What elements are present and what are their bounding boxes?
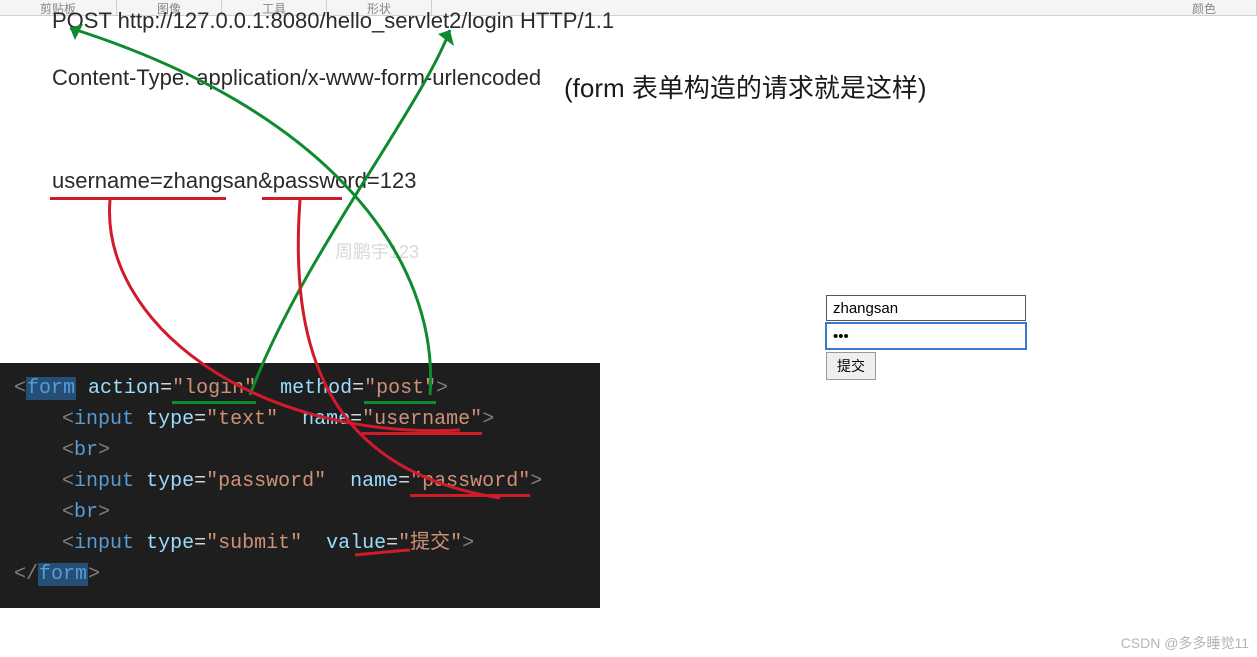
code-name-password: "password" bbox=[410, 470, 530, 497]
http-request-line: POST http://127.0.0.1:8080/hello_servlet… bbox=[52, 8, 614, 34]
rendered-form: 提交 bbox=[826, 295, 1026, 380]
code-name-username: "username" bbox=[362, 408, 482, 435]
underline-username-body bbox=[50, 197, 226, 200]
underline-password-body bbox=[262, 197, 342, 200]
menubar-item[interactable]: 颜色 bbox=[1152, 0, 1257, 15]
http-body: username=zhangsan&password=123 bbox=[52, 168, 416, 194]
submit-button[interactable]: 提交 bbox=[826, 352, 876, 380]
watermark: 周鹏宇123 bbox=[335, 238, 419, 264]
code-method-value: "post" bbox=[364, 377, 436, 404]
code-editor: <form action="login" method="post"> <inp… bbox=[0, 363, 600, 608]
csdn-watermark: CSDN @多多睡觉11 bbox=[1121, 633, 1249, 653]
code-action-value: "login" bbox=[172, 377, 256, 404]
form-note: (form 表单构造的请求就是这样) bbox=[564, 68, 927, 105]
tag-form: form bbox=[26, 377, 76, 400]
password-input[interactable] bbox=[826, 323, 1026, 349]
http-content-type: Content-Type: application/x-www-form-url… bbox=[52, 65, 541, 91]
username-input[interactable] bbox=[826, 295, 1026, 321]
